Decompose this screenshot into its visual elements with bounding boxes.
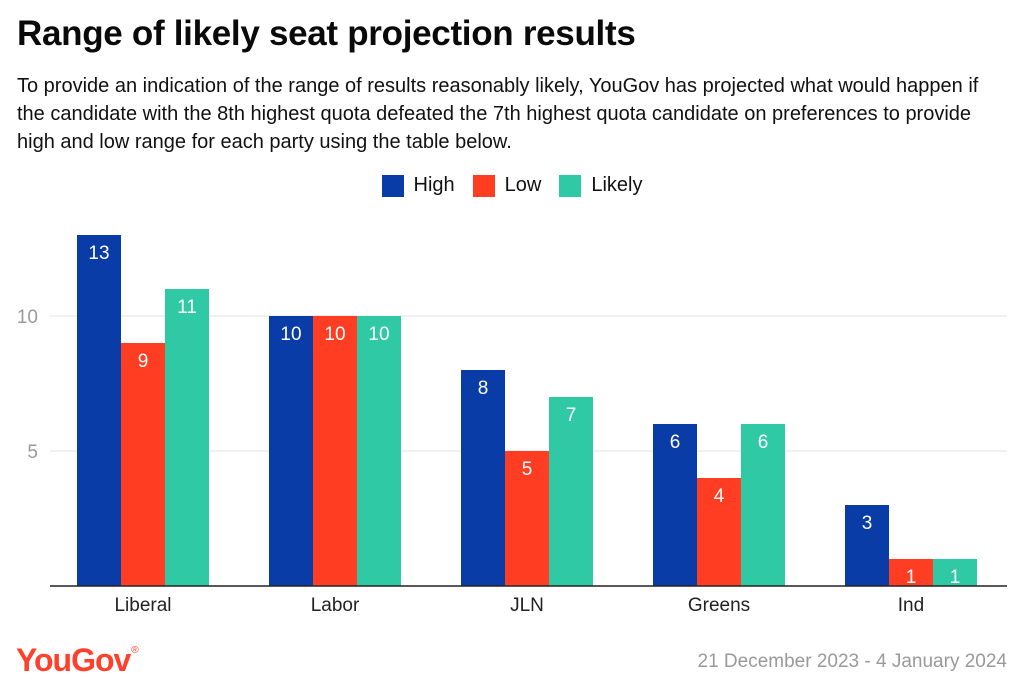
bar-ind-likely (933, 559, 977, 586)
legend-label-likely: Likely (591, 174, 643, 196)
data-label: 9 (138, 351, 149, 372)
bar-jln-high (461, 370, 505, 586)
brand-name: YouGov (16, 642, 131, 678)
data-label: 5 (522, 459, 533, 480)
x-tick-label: Ind (898, 595, 924, 616)
bar-ind-low (889, 559, 933, 586)
data-label: 3 (862, 513, 873, 534)
bar-labor-high (269, 316, 313, 586)
bar-greens-high (653, 424, 697, 586)
data-label: 10 (368, 324, 389, 345)
chart-subtitle: To provide an indication of the range of… (17, 75, 979, 153)
data-label: 6 (670, 432, 681, 453)
data-label: 4 (714, 486, 725, 507)
x-tick-label: JLN (510, 595, 544, 616)
yougov-logo: YouGov® (16, 642, 139, 678)
bar-jln-likely (549, 397, 593, 586)
bar-greens-likely (741, 424, 785, 586)
bar-greens-low (697, 478, 741, 586)
bar-liberal-low (121, 343, 165, 586)
legend-swatch-high (381, 174, 404, 197)
data-label: 1 (906, 567, 917, 588)
bar-labor-low (313, 316, 357, 586)
legend-label-high: High (413, 174, 455, 196)
legend-label-low: Low (504, 174, 542, 196)
data-label: 7 (566, 405, 577, 426)
chart-title: Range of likely seat projection results (17, 14, 636, 53)
data-label: 10 (324, 324, 345, 345)
bar-liberal-high (77, 235, 121, 586)
legend-item-high: High (381, 174, 455, 197)
legend-swatch-low (472, 174, 495, 197)
data-label: 11 (177, 297, 197, 318)
legend: High Low Likely (0, 174, 1024, 197)
x-tick-label: Liberal (114, 595, 171, 616)
x-tick-label: Labor (311, 595, 360, 616)
y-tick-label: 5 (27, 442, 38, 463)
date-range: 21 December 2023 - 4 January 2024 (697, 651, 1007, 672)
data-label: 6 (758, 432, 769, 453)
bar-jln-low (505, 451, 549, 586)
x-tick-label: Greens (688, 595, 750, 616)
legend-item-low: Low (472, 174, 542, 197)
bar-ind-high (845, 505, 889, 586)
bar-labor-likely (357, 316, 401, 586)
data-label: 13 (88, 243, 109, 264)
data-label: 1 (950, 567, 961, 588)
data-label: 10 (280, 324, 301, 345)
bar-liberal-likely (165, 289, 209, 586)
data-label: 8 (478, 378, 489, 399)
legend-swatch-likely (559, 174, 582, 197)
y-tick-label: 10 (17, 307, 38, 328)
legend-item-likely: Likely (559, 174, 642, 197)
